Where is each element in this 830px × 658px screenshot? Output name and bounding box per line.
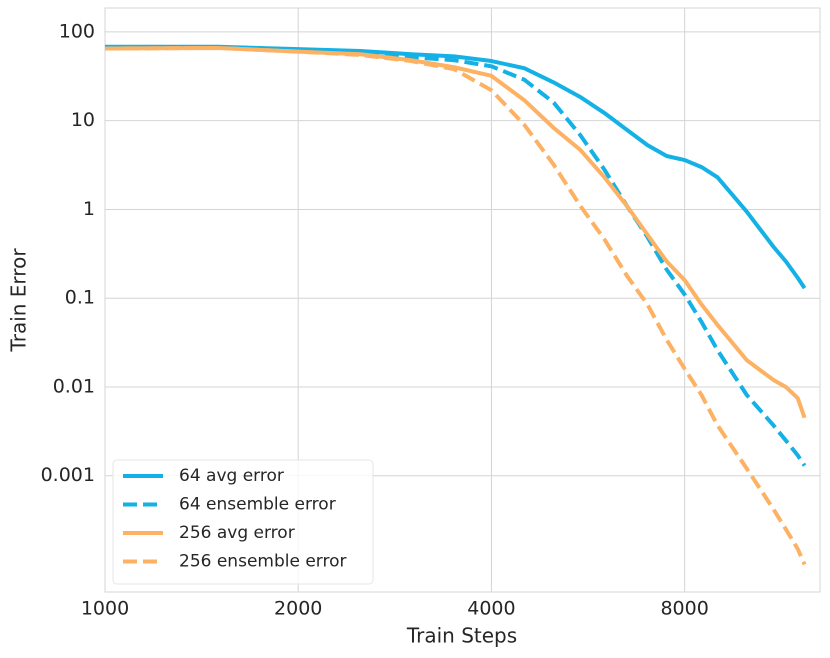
series-line [105,45,807,566]
legend-label: 256 avg error [179,523,295,543]
legend-box [112,459,374,585]
legend-label: 256 ensemble error [179,552,347,572]
y-tick-label: 100 [59,20,95,42]
y-tick-label: 0.001 [41,464,95,486]
x-tick-label: 4000 [467,598,515,620]
y-tick-label: 10 [71,109,95,131]
x-axis-label: Train Steps [406,624,517,648]
series-line [105,44,807,290]
series-line [105,45,807,467]
legend-label: 64 avg error [179,466,284,486]
y-tick-label: 1 [83,198,95,220]
y-tick-label: 0.01 [53,375,95,397]
legend-label: 64 ensemble error [179,495,336,515]
x-tick-label: 2000 [274,598,322,620]
x-tick-label: 8000 [660,598,708,620]
y-tick-label: 0.1 [65,287,95,309]
x-tick-label: 1000 [81,598,129,620]
y-axis-label: Train Error [7,248,31,353]
plot-frame [104,7,821,593]
series-line [105,45,807,419]
